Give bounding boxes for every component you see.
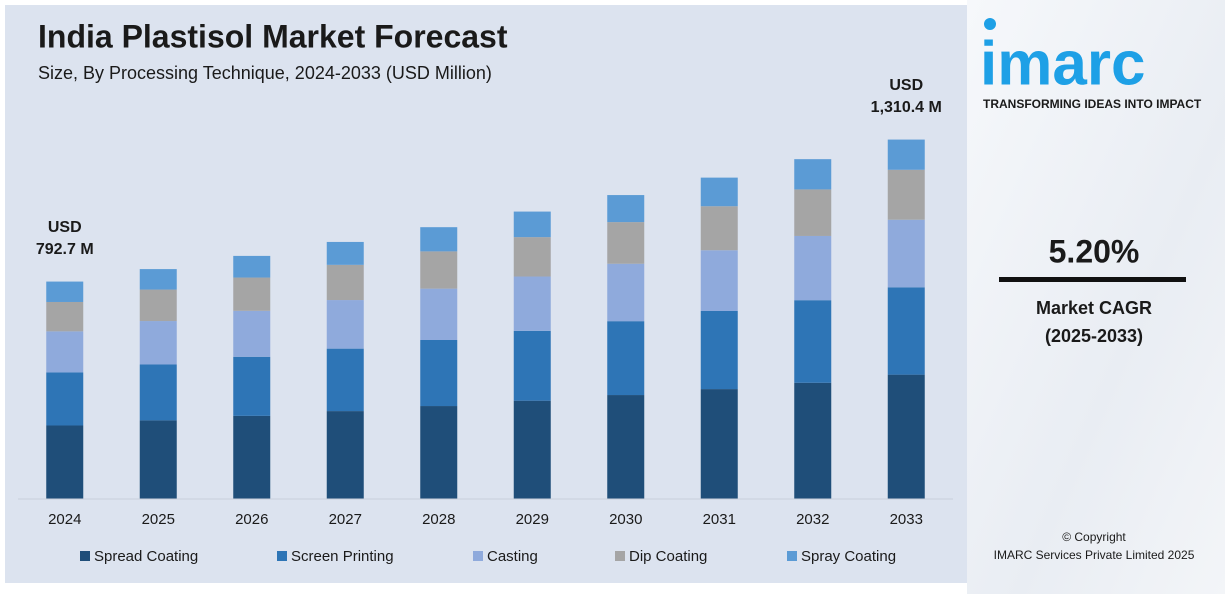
bar-segment <box>139 420 177 499</box>
legend-swatch <box>473 551 483 561</box>
bar-segment <box>233 310 271 357</box>
x-tick-label: 2026 <box>235 511 268 528</box>
bar-segment <box>139 364 177 421</box>
bar-segment <box>420 288 458 340</box>
company: IMARC Services Private Limited 2025 <box>994 548 1195 562</box>
bar-segment <box>794 189 832 236</box>
bar-segment <box>326 411 364 499</box>
cagr-rule <box>999 277 1186 282</box>
bar-segment <box>794 382 832 499</box>
logo-dot <box>984 18 996 30</box>
cagr-period: (2025-2033) <box>1045 326 1143 346</box>
x-tick-label: 2028 <box>422 511 455 528</box>
bar-segment <box>233 415 271 499</box>
total-label: USD <box>48 219 82 236</box>
bar-segment <box>887 219 925 288</box>
bar-segment <box>794 159 832 190</box>
total-label: USD <box>889 77 923 94</box>
legend-swatch <box>615 551 625 561</box>
bar-segment <box>420 406 458 499</box>
x-tick-label: 2033 <box>890 511 923 528</box>
bar-segment <box>607 195 645 223</box>
bar-segment <box>607 263 645 322</box>
bar-segment <box>887 139 925 170</box>
bar-segment <box>46 281 84 302</box>
bar-segment <box>139 269 177 290</box>
legend-label: Spread Coating <box>94 548 198 565</box>
legend-swatch <box>80 551 90 561</box>
x-tick-label: 2031 <box>703 511 736 528</box>
chart-subtitle: Size, By Processing Technique, 2024-2033… <box>38 63 492 83</box>
bar-segment <box>326 264 364 301</box>
bar-segment <box>326 300 364 349</box>
cagr-label: Market CAGR <box>1036 298 1152 318</box>
bar-segment <box>513 400 551 499</box>
chart-title: India Plastisol Market Forecast <box>38 18 508 54</box>
total-label: 1,310.4 M <box>871 99 942 116</box>
legend-label: Dip Coating <box>629 548 707 565</box>
bar-segment <box>513 237 551 277</box>
legend-swatch <box>787 551 797 561</box>
bar-segment <box>326 348 364 412</box>
bar-segment <box>139 289 177 322</box>
bar-segment <box>46 372 84 426</box>
bar-segment <box>420 251 458 289</box>
x-tick-label: 2027 <box>329 511 362 528</box>
bar-segment <box>794 300 832 383</box>
bar-segment <box>46 301 84 332</box>
copyright: © Copyright <box>1062 530 1126 544</box>
bar-segment <box>326 241 364 265</box>
bar-segment <box>794 235 832 301</box>
bar-segment <box>700 311 738 390</box>
bar-segment <box>420 227 458 252</box>
bar-segment <box>700 206 738 251</box>
cagr-value: 5.20% <box>1049 233 1140 269</box>
bar-segment <box>513 211 551 238</box>
x-tick-label: 2025 <box>142 511 175 528</box>
bar-segment <box>700 389 738 499</box>
x-tick-label: 2029 <box>516 511 549 528</box>
bar-segment <box>607 321 645 396</box>
bar-segment <box>607 395 645 499</box>
legend-label: Spray Coating <box>801 548 896 565</box>
legend-label: Casting <box>487 548 538 565</box>
bar-segment <box>46 425 84 499</box>
bar-segment <box>513 330 551 401</box>
legend-label: Screen Printing <box>291 548 394 565</box>
bar-segment <box>233 356 271 416</box>
bar-segment <box>233 255 271 278</box>
tagline: TRANSFORMING IDEAS INTO IMPACT <box>983 97 1202 111</box>
x-tick-label: 2024 <box>48 511 81 528</box>
bar-segment <box>233 277 271 311</box>
bar-segment <box>700 177 738 207</box>
bar-segment <box>139 321 177 365</box>
side-panel <box>967 0 1225 594</box>
logo: imarc <box>980 29 1145 98</box>
bar-segment <box>46 331 84 373</box>
bar-segment <box>513 276 551 331</box>
total-label: 792.7 M <box>36 241 94 258</box>
x-tick-label: 2030 <box>609 511 642 528</box>
bar-segment <box>887 287 925 375</box>
bar-segment <box>420 339 458 407</box>
legend-swatch <box>277 551 287 561</box>
bar-segment <box>887 374 925 499</box>
x-tick-label: 2032 <box>796 511 829 528</box>
bar-segment <box>607 222 645 264</box>
bar-segment <box>700 250 738 312</box>
bar-segment <box>887 169 925 220</box>
